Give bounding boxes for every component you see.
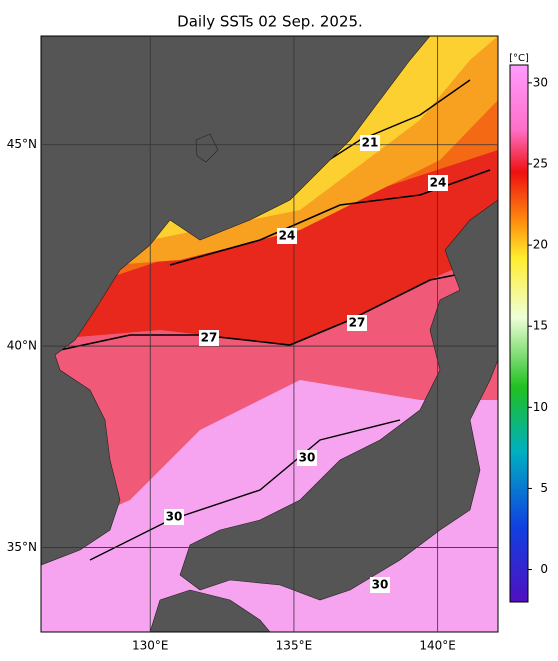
colorbar-label: 30 <box>533 75 548 89</box>
colorbar-label: 10 <box>533 400 548 414</box>
title: Daily SSTs 02 Sep. 2025. <box>177 13 363 31</box>
contour-label: 30 <box>166 510 183 524</box>
contour-label: 30 <box>299 451 316 465</box>
lon-label: 130°E <box>132 639 169 653</box>
lat-label: 40°N <box>7 339 37 353</box>
contour-label-bg <box>370 577 390 593</box>
contour-label-bg <box>360 135 380 151</box>
contour-label: 27 <box>349 316 366 330</box>
contour-label-bg <box>277 228 297 244</box>
map-frame <box>40 35 499 633</box>
colorbar-label: 0 <box>540 562 548 576</box>
contour-label-bg <box>199 330 219 346</box>
colorbar-label: 5 <box>540 481 548 495</box>
map-area <box>41 36 498 632</box>
colorbar-unit: [°C] <box>509 53 529 64</box>
contour-label: 24 <box>430 176 447 190</box>
contour-label: 21 <box>362 136 379 150</box>
contour-label-bg <box>164 509 184 525</box>
lat-label: 35°N <box>7 540 37 554</box>
lat-label: 45°N <box>7 137 37 151</box>
lon-label: 135°E <box>276 639 313 653</box>
colorbar-label: 20 <box>533 238 548 252</box>
colorbar-label: 15 <box>533 319 548 333</box>
contour-label: 30 <box>372 578 389 592</box>
lon-label: 140°E <box>419 639 456 653</box>
colorbar-label: 25 <box>533 156 548 170</box>
contour-label: 27 <box>201 331 218 345</box>
contour-label-bg <box>297 450 317 466</box>
colorbar <box>509 64 529 603</box>
contour-label-bg <box>428 175 448 191</box>
contour-label: 24 <box>279 229 296 243</box>
contour-label-bg <box>347 315 367 331</box>
